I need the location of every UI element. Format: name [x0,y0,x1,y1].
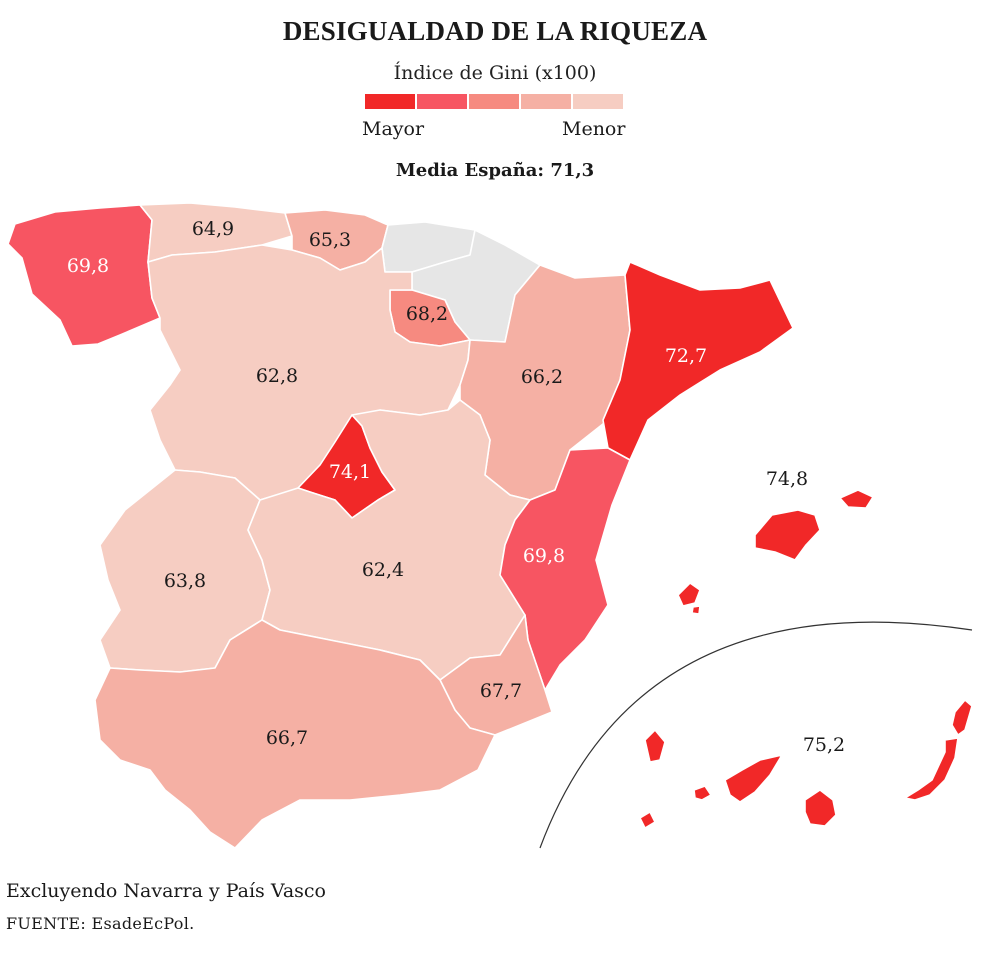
legend-low-label: Mayor [362,118,425,140]
label-andalucia: 66,7 [266,727,308,749]
source-label: FUENTE: [6,914,87,933]
legend-swatch-1 [365,94,415,109]
label-asturias: 64,9 [192,218,234,240]
legend-swatch-4 [521,94,571,109]
label-la-rioja: 68,2 [406,303,448,325]
chart-title: DESIGUALDAD DE LA RIQUEZA [282,16,708,46]
legend-swatch-2 [417,94,467,109]
source-line: FUENTE: EsadeEcPol. [6,914,195,933]
label-murcia: 67,7 [480,680,522,702]
region-cataluna [602,261,794,461]
legend-title: Índice de Gini (x100) [393,62,597,84]
region-islas-baleares [677,489,874,615]
label-islas-baleares: 74,8 [766,468,808,490]
label-castilla-y-leon: 62,8 [256,365,298,387]
label-galicia: 69,8 [67,255,109,277]
label-castilla-la-mancha: 62,4 [362,559,404,581]
exclusion-note: Excluyendo Navarra y País Vasco [6,880,326,902]
label-madrid: 74,1 [329,461,371,483]
spain-mean-label: Media España: 71,3 [395,160,595,181]
label-comunidad-valenciana: 69,8 [523,545,565,567]
label-aragon: 66,2 [521,366,563,388]
legend-color-scale [365,94,623,109]
region-canarias [639,699,973,829]
legend-swatch-5 [573,94,623,109]
region-murcia [439,614,553,736]
canarias-inset-arc [539,621,973,849]
label-cantabria: 65,3 [309,229,351,251]
legend-swatch-3 [469,94,519,109]
legend-high-label: Menor [562,118,626,140]
label-canarias: 75,2 [803,734,845,756]
source-name: EsadeEcPol. [91,914,195,933]
label-extremadura: 63,8 [164,570,206,592]
region-galicia [7,204,161,347]
label-cataluna: 72,7 [665,345,707,367]
region-andalucia [94,619,496,849]
